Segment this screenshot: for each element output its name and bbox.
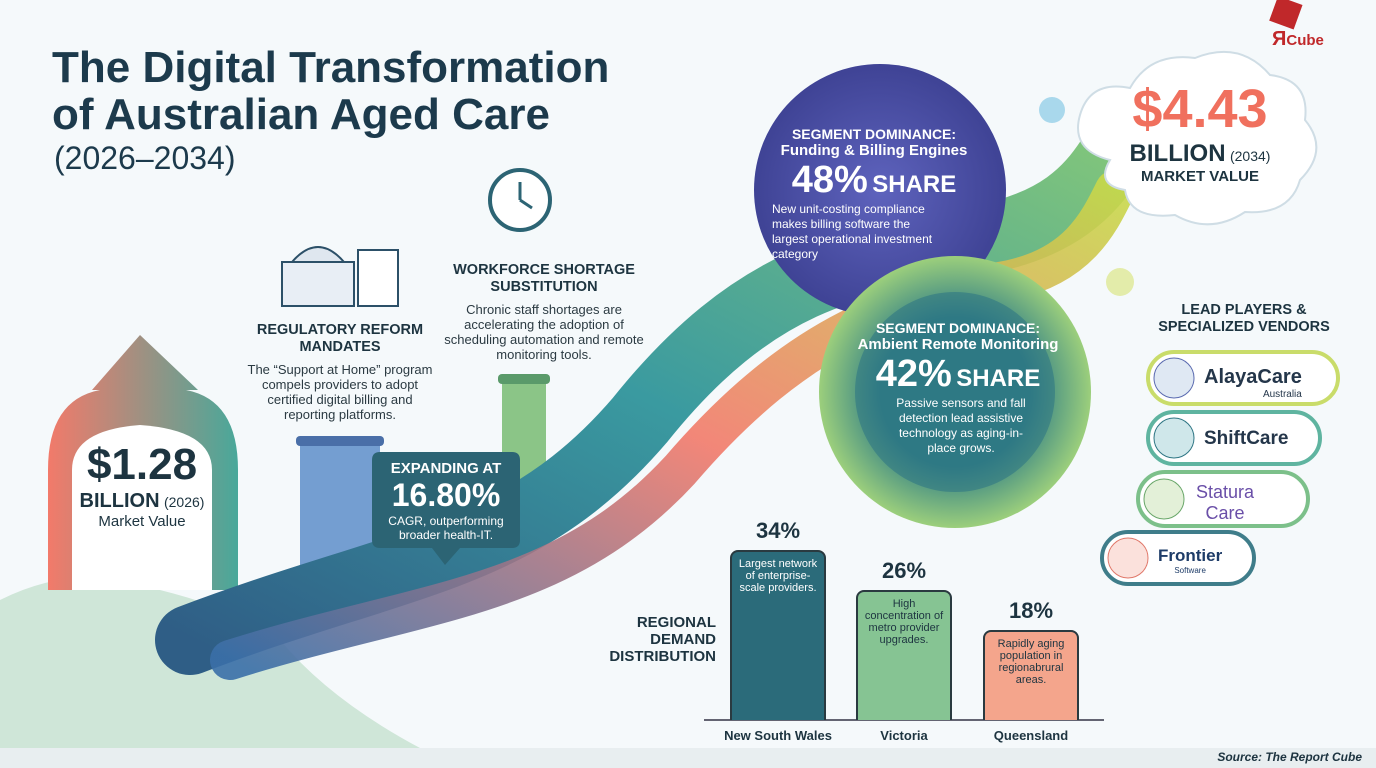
- pillar-cap: [498, 374, 550, 384]
- regional-title: REGIONAL DEMAND DISTRIBUTION: [609, 614, 716, 665]
- segment: SEGMENT DOMINANCE: Ambient Remote Monito…: [840, 320, 1076, 456]
- name: Ambient Remote Monitoring: [857, 336, 1059, 353]
- vendor-name: AlayaCare: [1204, 366, 1302, 388]
- share-word: SHARE: [872, 171, 957, 198]
- year: (2034): [1229, 148, 1271, 164]
- start-value: $1.28 BILLION (2026) Market Value: [60, 440, 224, 530]
- label: EXPANDING AT: [390, 460, 502, 477]
- dot: [1039, 97, 1065, 123]
- dot: [1106, 268, 1134, 296]
- arrow-inner: [72, 425, 212, 590]
- source: Source: The Report Cube: [1217, 750, 1362, 764]
- category-label: New South Wales: [724, 728, 832, 743]
- ribbon: [155, 125, 1145, 675]
- category-label: Victoria: [880, 728, 928, 743]
- footer-bar: [0, 748, 1376, 768]
- year: (2026): [163, 494, 205, 510]
- bar-note: High concentration of metro provider upg…: [864, 598, 944, 646]
- text: Passive sensors and fall detection lead …: [896, 396, 1026, 455]
- unit: BILLION: [79, 490, 160, 512]
- share: 42%: [875, 353, 952, 395]
- vendor-name: Frontier: [1158, 546, 1223, 565]
- vendor: AlayaCare Australia: [1204, 366, 1302, 400]
- vendor: Statura Care: [1196, 482, 1254, 524]
- value-label: 18%: [1008, 598, 1054, 623]
- vendor-name: Statura: [1196, 482, 1255, 502]
- regulatory: REGULATORY REFORM MANDATES The “Support …: [240, 322, 440, 422]
- value-label: 34%: [755, 518, 801, 543]
- label: MARKET VALUE: [1140, 168, 1260, 185]
- vendors-title: LEAD PLAYERS & SPECIALIZED VENDORS: [1158, 302, 1330, 335]
- share-word: SHARE: [956, 365, 1041, 392]
- logo-mark: Я: [1272, 28, 1287, 50]
- cagr: EXPANDING AT 16.80% CAGR, outperforming …: [376, 460, 516, 542]
- bar: [983, 630, 1079, 720]
- unit: BILLION: [1129, 140, 1226, 167]
- pillar-cap: [296, 436, 384, 446]
- text: CAGR, outperforming broader health-IT.: [388, 514, 504, 542]
- logo-text: Cube: [1286, 32, 1324, 49]
- vendor-sub: Australia: [1262, 389, 1302, 400]
- share: 48%: [791, 159, 868, 201]
- cloud: [1077, 50, 1318, 226]
- heading: SEGMENT DOMINANCE:: [791, 126, 957, 142]
- text: New unit-costing compliance makes billin…: [772, 202, 933, 261]
- vendor-pills: [1100, 350, 1340, 586]
- category-label: Queensland: [993, 728, 1069, 743]
- label: Market Value: [98, 513, 186, 530]
- title: The Digital Transformation of Australian …: [52, 44, 609, 138]
- vendor-sub: Care: [1205, 503, 1245, 523]
- vendor-sub: Software: [1174, 566, 1206, 575]
- value: 16.80%: [391, 477, 501, 513]
- amount: $4.43: [1132, 79, 1268, 139]
- text: Chronic staff shortages are accelerating…: [444, 302, 644, 362]
- name: Funding & Billing Engines: [780, 142, 968, 159]
- title-line: of Australian Aged Care: [52, 90, 550, 139]
- segment-inner: [855, 292, 1055, 492]
- heading: SEGMENT DOMINANCE:: [875, 320, 1041, 336]
- vendor: Frontier Software: [1158, 546, 1222, 575]
- bar: [856, 590, 952, 720]
- bar-note: Largest network of enterprise-scale prov…: [738, 558, 818, 594]
- segment-circle: [754, 64, 1006, 316]
- value-label: 26%: [881, 558, 927, 583]
- title-line: The Digital Transformation: [52, 43, 610, 92]
- end-value: $4.43 BILLION (2034) MARKET VALUE: [1100, 78, 1300, 185]
- icons: [281, 0, 1303, 307]
- cagr-bubble: [372, 452, 520, 565]
- bar-note: Rapidly aging population in regionabrura…: [997, 638, 1065, 686]
- amount: $1.28: [86, 440, 198, 489]
- segment: SEGMENT DOMINANCE: Funding & Billing Eng…: [766, 126, 982, 262]
- text: The “Support at Home” program compels pr…: [247, 362, 433, 422]
- ribbon: [210, 170, 1135, 680]
- heading: WORKFORCE SHORTAGE SUBSTITUTION: [453, 262, 635, 295]
- vendor-name: ShiftCare: [1204, 428, 1289, 449]
- bar: [730, 550, 826, 720]
- logo: ЯCube: [1272, 28, 1324, 51]
- workforce: WORKFORCE SHORTAGE SUBSTITUTION Chronic …: [440, 262, 648, 362]
- subtitle: (2026–2034): [54, 140, 236, 176]
- heading: REGULATORY REFORM MANDATES: [256, 322, 424, 355]
